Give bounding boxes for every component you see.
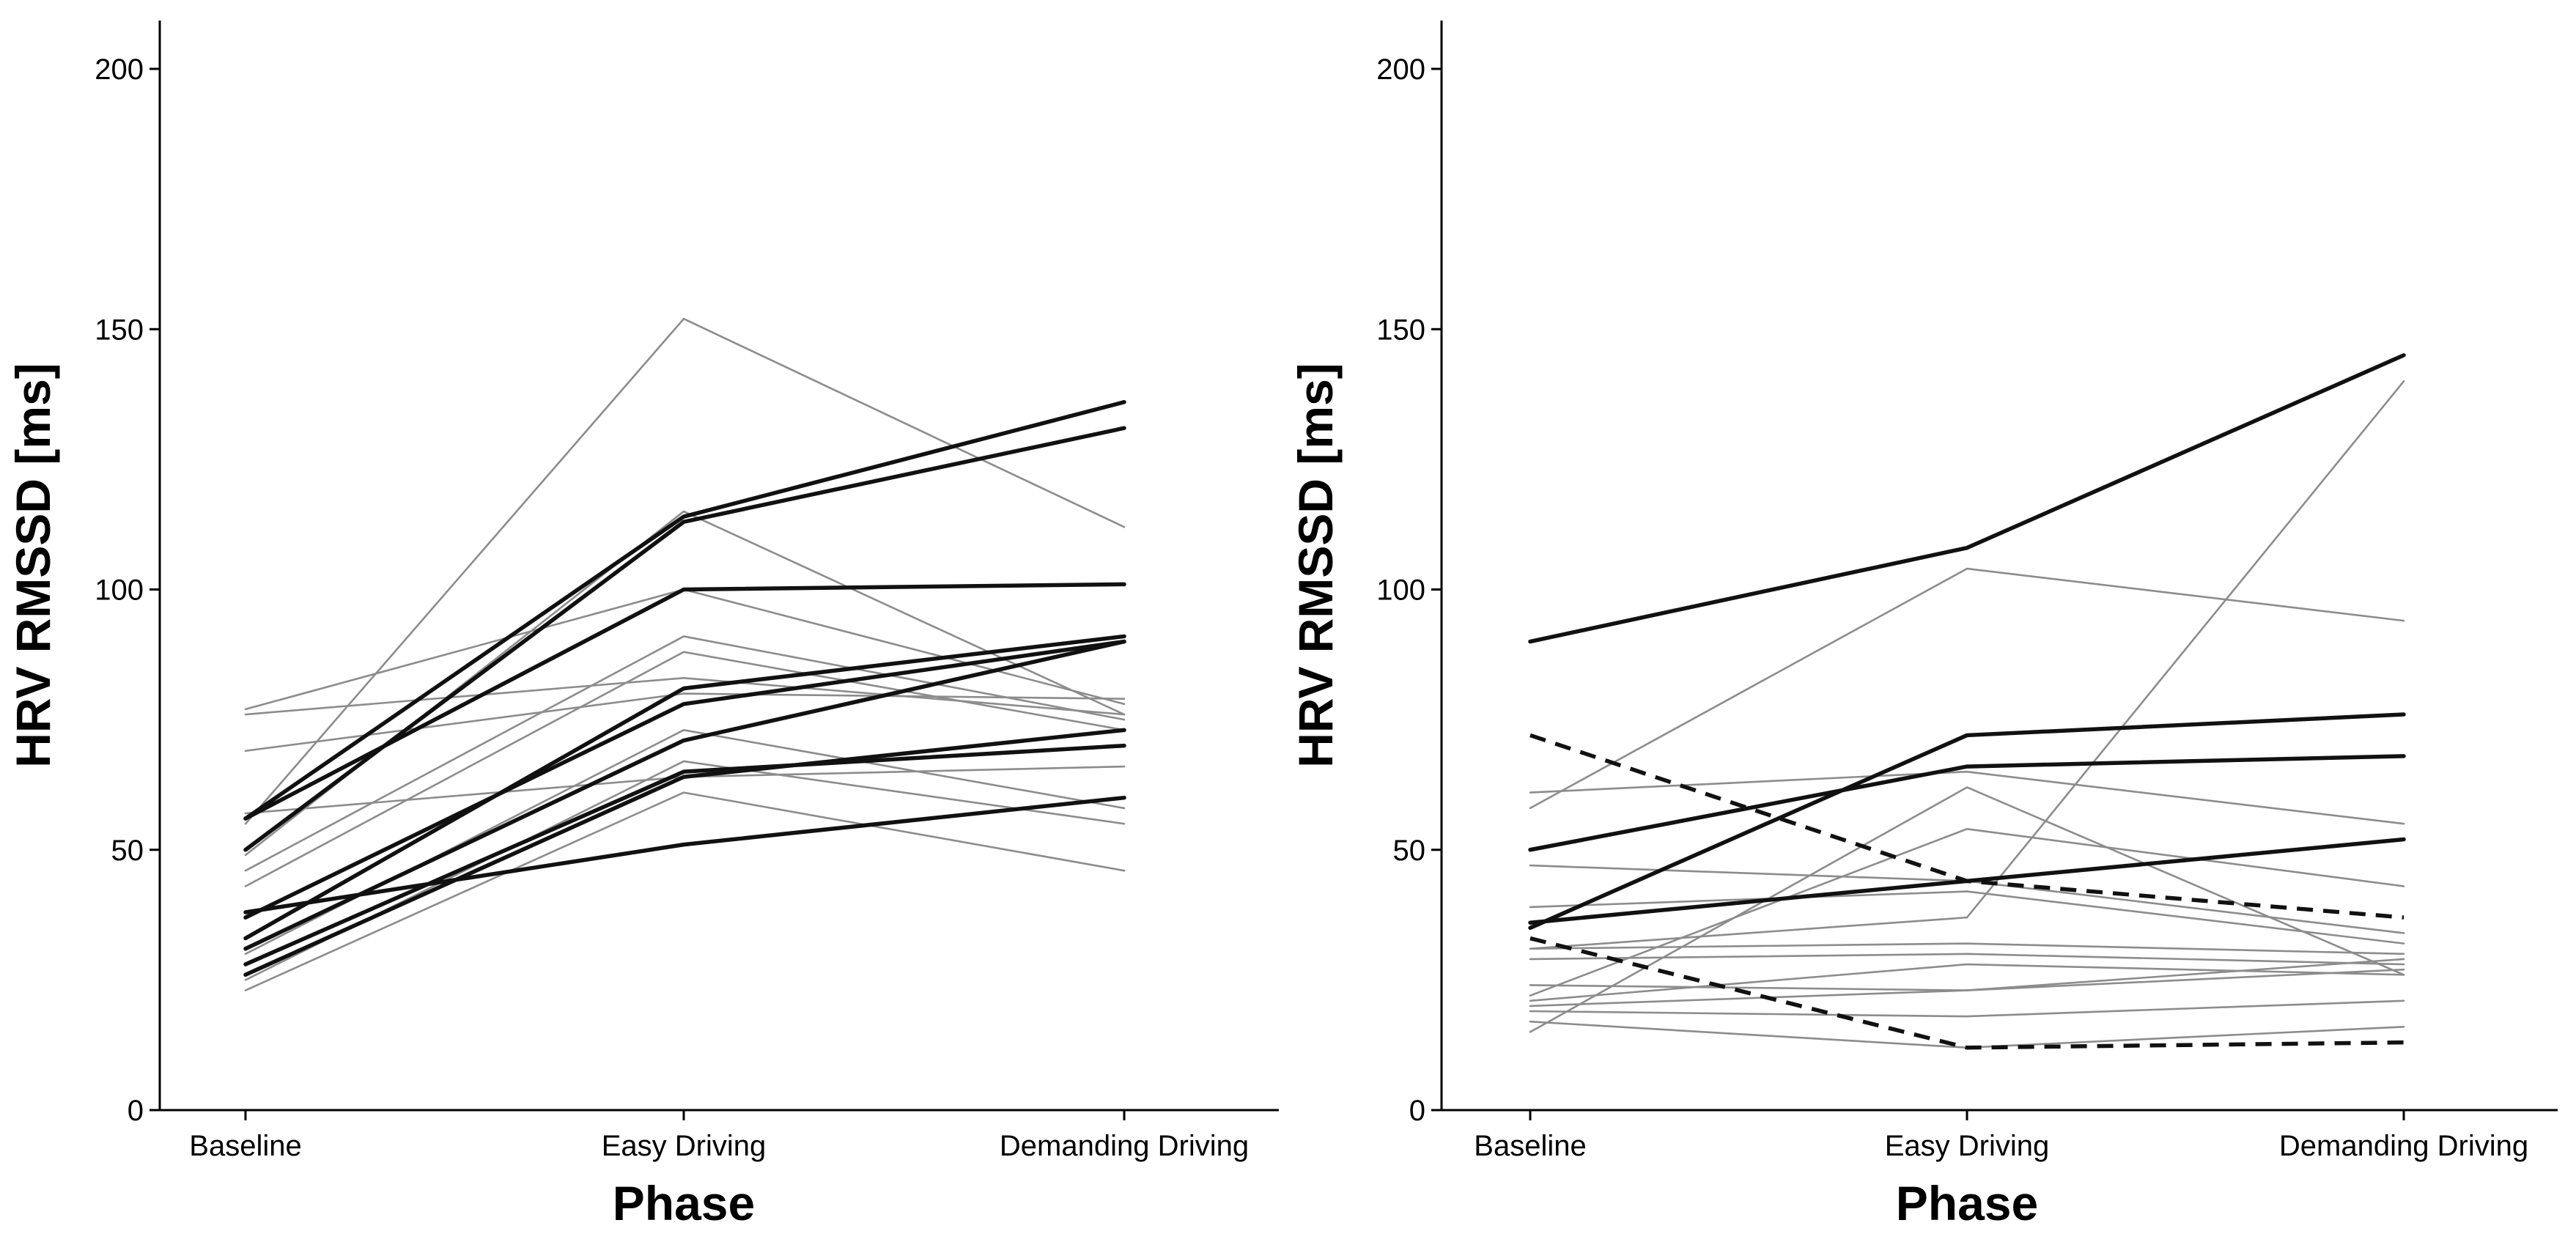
series-line-thin-9 — [244, 729, 1126, 955]
y-tick-label: 150 — [1376, 314, 1425, 346]
x-axis-title: Phase — [613, 1176, 755, 1230]
series-line-thin-10 — [1529, 963, 2405, 1002]
series-line-thin-1 — [1529, 567, 2405, 810]
series-line-thin-4 — [1529, 786, 2405, 1033]
series-line-thin-11 — [244, 791, 1126, 991]
series-line-thin-12 — [1529, 958, 2405, 1008]
series-line-thin-6 — [1529, 864, 2405, 934]
x-tick-label: Easy Driving — [602, 1130, 767, 1162]
x-tick-label: Easy Driving — [1885, 1130, 2050, 1162]
y-tick-label: 0 — [1409, 1095, 1425, 1127]
series-line-thin-5 — [1529, 828, 2405, 997]
series-line-thin-3 — [244, 588, 1126, 711]
series-line-bold-8 — [243, 743, 1126, 966]
x-axis-title: Phase — [1896, 1176, 2038, 1230]
panel-left: 0 50 100 150 200 Baseline Easy Driving Demandin… — [6, 21, 1279, 1230]
series-line-bold-4 — [243, 634, 1126, 941]
series-line-bold-1 — [243, 399, 1126, 821]
y-tick-label: 200 — [95, 53, 144, 86]
series-line-bold-2 — [1528, 712, 2406, 931]
x-tick-label: Demanding Driving — [1000, 1130, 1249, 1162]
series-line-bold-3 — [243, 582, 1126, 821]
y-tick-label: 50 — [111, 835, 144, 867]
series-line-bold-3 — [1528, 754, 2406, 852]
series-line-thin-3 — [1529, 770, 2405, 825]
series-line-bold-5 — [243, 639, 1126, 920]
series-line-dashed-1 — [1529, 733, 2405, 920]
series-line-thin-4 — [244, 676, 1126, 716]
y-tick-label: 50 — [1393, 835, 1426, 867]
series-line-bold-7 — [243, 728, 1126, 977]
x-tick-label: Baseline — [189, 1130, 301, 1162]
series-line-thin-13 — [1529, 999, 2405, 1018]
y-tick-label: 150 — [95, 314, 144, 346]
series-line-thin-5 — [244, 692, 1126, 753]
x-tick-label: Demanding Driving — [2279, 1130, 2528, 1162]
y-tick-label: 100 — [1376, 574, 1425, 607]
series-line-thin-7 — [1529, 890, 2405, 945]
series-line-thin-14 — [1529, 1020, 2405, 1049]
y-tick-label: 0 — [128, 1095, 144, 1127]
series-line-thin-7 — [244, 651, 1126, 887]
y-axis-title: HRV RMSSD [ms] — [1288, 363, 1343, 768]
y-tick-label: 100 — [95, 574, 144, 607]
series-line-bold-2 — [243, 426, 1126, 852]
series-line-thin-10 — [244, 760, 1126, 981]
y-axis-title: HRV RMSSD [ms] — [6, 363, 60, 768]
y-tick-label: 200 — [1376, 53, 1425, 86]
series-line-dashed-2 — [1529, 936, 2405, 1050]
series-line-bold-6 — [243, 639, 1126, 951]
panel-right: 0 50 100 150 200 Baseline Easy Driving Demandin… — [1288, 21, 2558, 1230]
x-tick-label: Baseline — [1474, 1130, 1586, 1162]
series-line-bold-1 — [1528, 353, 2406, 644]
series-line-thin-8 — [1529, 942, 2405, 955]
series-line-thin-2 — [1529, 380, 2405, 950]
series-line-thin-2 — [244, 510, 1126, 857]
series-line-thin-6 — [244, 635, 1126, 872]
series-line-thin-9 — [1529, 953, 2405, 966]
series-line-bold-9 — [243, 795, 1126, 914]
